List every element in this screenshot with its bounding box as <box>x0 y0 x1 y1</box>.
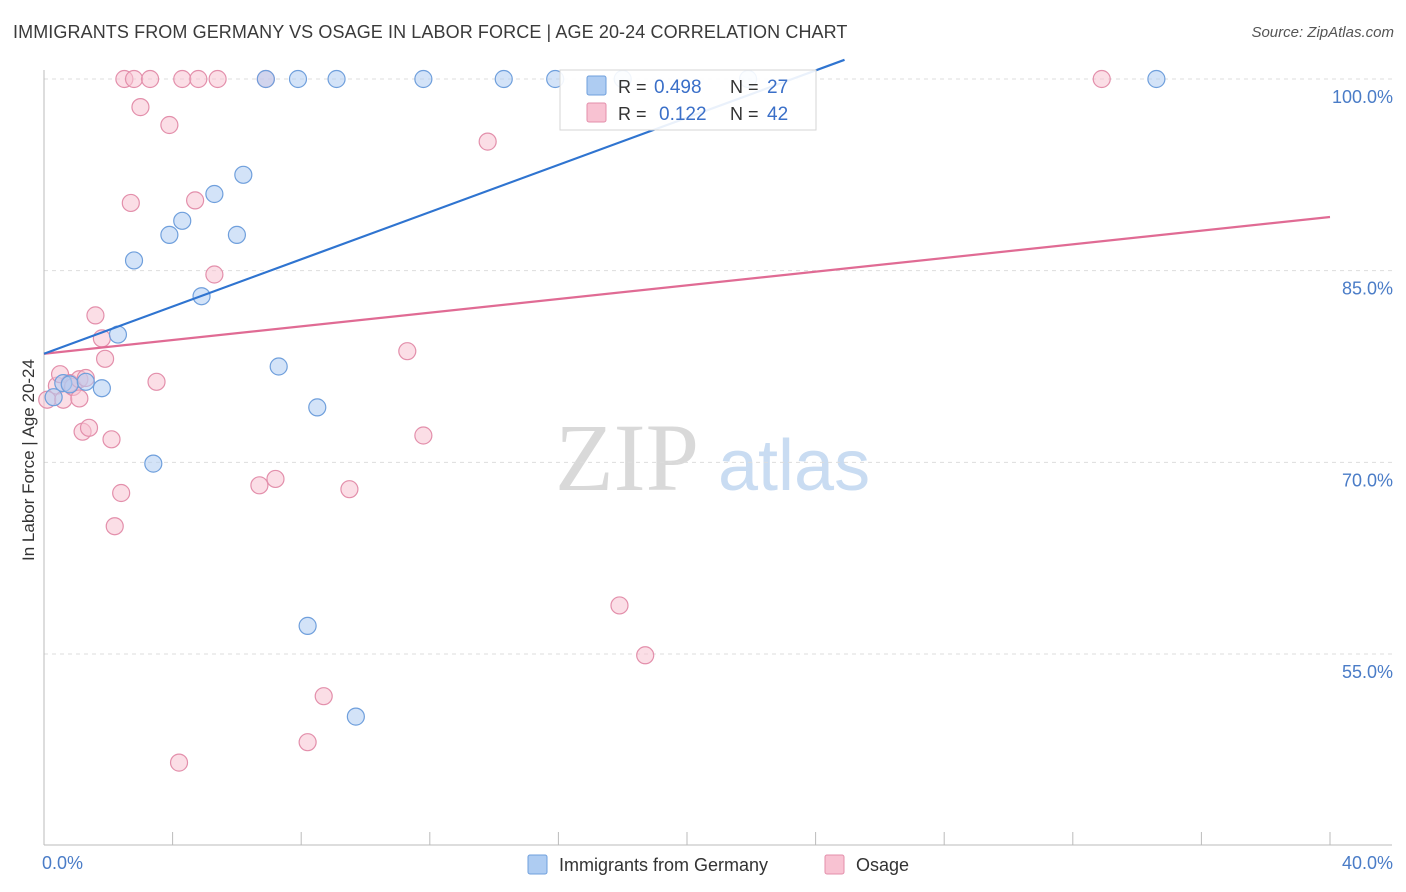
y-tick-label: 85.0% <box>1342 279 1393 299</box>
y-tick-label: 70.0% <box>1342 470 1393 490</box>
osage-point <box>610 596 629 615</box>
watermark-atlas: atlas <box>718 426 870 506</box>
germany-point <box>346 707 365 726</box>
legend-r-label-1: R = <box>618 77 647 97</box>
osage-point <box>298 733 317 752</box>
bottom-legend-label-osage: Osage <box>856 855 909 875</box>
osage-point <box>250 476 269 495</box>
osage-point <box>160 115 179 135</box>
germany-point <box>308 398 327 417</box>
watermark: ZIP atlas <box>555 404 870 511</box>
osage-point <box>266 469 285 489</box>
legend-r-label-2: R = <box>618 104 647 124</box>
germany-point <box>92 379 111 398</box>
osage-point <box>189 69 208 89</box>
x-tick-label: 40.0% <box>1342 853 1393 873</box>
osage-point <box>112 483 131 503</box>
osage-point <box>414 426 433 445</box>
osage-point <box>169 753 189 772</box>
x-tick-labels: 0.0% 40.0% <box>42 853 1393 873</box>
bottom-legend-label-germany: Immigrants from Germany <box>559 855 768 875</box>
germany-point <box>160 225 179 244</box>
grid-lines <box>44 78 1392 655</box>
germany-point <box>76 372 95 391</box>
legend-swatch-germany <box>586 75 607 96</box>
germany-point <box>173 211 192 230</box>
germany-point <box>234 165 253 184</box>
y-tick-label: 100.0% <box>1332 87 1393 107</box>
y-axis-title: In Labor Force | Age 20-24 <box>19 359 38 561</box>
source-credit: Source: ZipAtlas.com <box>1251 24 1394 41</box>
legend-r-value-1: 0.498 <box>654 77 702 98</box>
legend-swatch-osage <box>586 102 607 123</box>
germany-point <box>494 69 513 89</box>
osage-point <box>147 372 166 391</box>
osage-point <box>102 430 121 449</box>
osage-point <box>173 69 192 89</box>
germany-point <box>288 69 308 89</box>
germany-point <box>256 69 275 89</box>
stats-legend: R = 0.498 N = 27 R = 0.122 N = 42 <box>559 69 817 131</box>
germany-point <box>124 251 144 270</box>
germany-point <box>205 184 224 204</box>
legend-n-label-2: N = <box>730 104 759 124</box>
osage-point <box>86 306 105 325</box>
osage-point <box>124 69 144 89</box>
germany-point <box>227 225 246 244</box>
legend-n-value-2: 42 <box>767 104 788 125</box>
bottom-legend-swatch-germany <box>527 854 548 875</box>
osage-point <box>70 389 89 408</box>
osage-point <box>105 517 124 536</box>
germany-point <box>44 388 63 407</box>
watermark-zip: ZIP <box>555 404 699 511</box>
y-tick-labels: 100.0% 85.0% 70.0% 55.0% <box>1332 87 1393 682</box>
osage-point <box>398 342 417 361</box>
x-tick-label: 0.0% <box>42 853 83 873</box>
x-minor-ticks <box>172 832 1331 845</box>
bottom-legend-swatch-osage <box>824 854 845 875</box>
osage-point <box>121 193 140 213</box>
chart-title: IMMIGRANTS FROM GERMANY VS OSAGE IN LABO… <box>13 22 848 42</box>
osage-point <box>1092 69 1111 89</box>
osage-point <box>478 132 497 151</box>
y-tick-label: 55.0% <box>1342 662 1393 682</box>
osage-point <box>95 349 115 368</box>
legend-r-value-2: 0.122 <box>659 104 707 125</box>
osage-point <box>131 98 150 117</box>
legend-n-value-1: 27 <box>767 77 788 98</box>
osage-point <box>208 69 227 89</box>
osage-point <box>186 191 205 210</box>
osage-point <box>140 69 160 89</box>
germany-point <box>1147 69 1166 89</box>
legend-n-label-1: N = <box>730 77 759 97</box>
germany-point <box>414 69 433 89</box>
osage-point <box>79 418 99 437</box>
germany-point <box>298 616 317 635</box>
axes <box>43 70 1392 846</box>
osage-point <box>636 646 655 665</box>
osage-point <box>205 265 224 284</box>
germany-point <box>144 454 163 473</box>
germany-point <box>60 375 79 394</box>
osage-trend-line <box>43 215 1331 355</box>
osage-point <box>314 687 333 706</box>
germany-point <box>269 357 288 376</box>
osage-point <box>340 480 359 499</box>
series-legend: Immigrants from Germany Osage <box>527 854 909 875</box>
germany-point <box>327 69 346 89</box>
